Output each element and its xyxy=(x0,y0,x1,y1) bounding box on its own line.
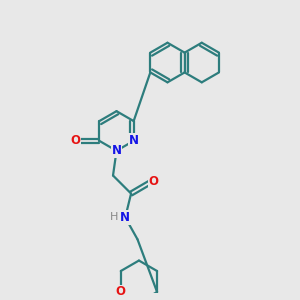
Text: O: O xyxy=(148,175,158,188)
Text: O: O xyxy=(116,286,126,298)
Text: N: N xyxy=(120,211,130,224)
Text: N: N xyxy=(129,134,139,147)
Text: O: O xyxy=(70,134,80,147)
Text: H: H xyxy=(110,212,118,222)
Text: N: N xyxy=(112,144,122,157)
